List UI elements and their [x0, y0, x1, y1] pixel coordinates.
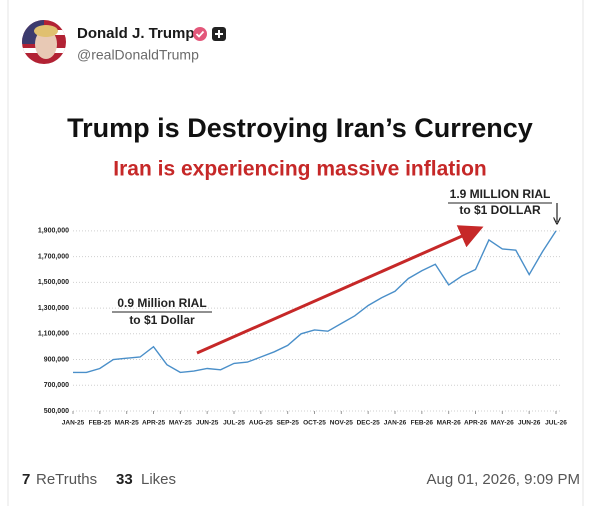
x-tick-label: MAY-25 — [169, 420, 192, 427]
y-tick-label: 1,900,000 — [38, 228, 69, 235]
x-tick-label: FEB-26 — [411, 420, 434, 427]
timestamp: Aug 01, 2026, 9:09 PM — [427, 471, 580, 488]
x-tick-label: MAY-26 — [491, 420, 514, 427]
x-tick-label: APR-26 — [464, 420, 488, 427]
likes-count[interactable]: 33 — [116, 471, 133, 488]
y-tick-label: 500,000 — [44, 408, 69, 415]
x-tick-label: NOV-25 — [330, 420, 354, 427]
y-tick-label: 1,300,000 — [38, 305, 69, 312]
retruths-label[interactable]: ReTruths — [36, 471, 97, 488]
x-tick-label: SEP-25 — [276, 420, 299, 427]
plot: 500,000 700,000 900,000 1,100,000 1,300,000 1… — [38, 228, 567, 427]
follow-plus — [215, 30, 223, 38]
y-tick-label: 1,700,000 — [38, 253, 69, 260]
x-tick-label: OCT-25 — [303, 420, 326, 427]
retruths-count[interactable]: 7 — [22, 471, 30, 488]
data-line — [73, 230, 557, 374]
x-tick-label: AUG-25 — [249, 420, 273, 427]
x-tick-label: JUN-25 — [196, 420, 219, 427]
x-tick-label: JUL-26 — [545, 420, 567, 427]
verified-badge — [193, 27, 207, 41]
annotation: 0.9 Million RIAL — [117, 296, 206, 310]
x-tick-label: JUL-25 — [223, 420, 245, 427]
trend-arrow — [196, 225, 484, 355]
x-tick-label: DEC-25 — [357, 420, 381, 427]
y-tick-label: 900,000 — [44, 356, 69, 363]
chart-subtitle: Iran is experiencing massive inflation — [113, 158, 486, 181]
verified-check — [195, 30, 205, 38]
annotation: 1.9 MILLION RIAL — [450, 187, 551, 201]
x-tick-label: MAR-25 — [115, 420, 140, 427]
annotation: to $1 Dollar — [129, 313, 195, 327]
x-tick-label: JAN-25 — [62, 420, 85, 427]
likes-label[interactable]: Likes — [141, 471, 176, 488]
y-tick-label: 1,500,000 — [38, 279, 69, 286]
x-tick-label: JAN-26 — [384, 420, 407, 427]
author-handle[interactable]: @realDonaldTrump — [77, 47, 199, 63]
chart-title: Trump is Destroying Iran’s Currency — [67, 113, 533, 143]
x-tick-label: FEB-25 — [89, 420, 112, 427]
y-tick-label: 1,100,000 — [38, 331, 69, 338]
x-tick-label: JUN-26 — [518, 420, 541, 427]
y-tick-label: 700,000 — [44, 382, 69, 389]
x-tick-label: APR-25 — [142, 420, 166, 427]
avatar[interactable] — [22, 20, 66, 64]
x-tick-label: MAR-26 — [437, 420, 462, 427]
author-name[interactable]: Donald J. Trump — [77, 25, 195, 42]
annotation: to $1 DOLLAR — [459, 203, 541, 217]
